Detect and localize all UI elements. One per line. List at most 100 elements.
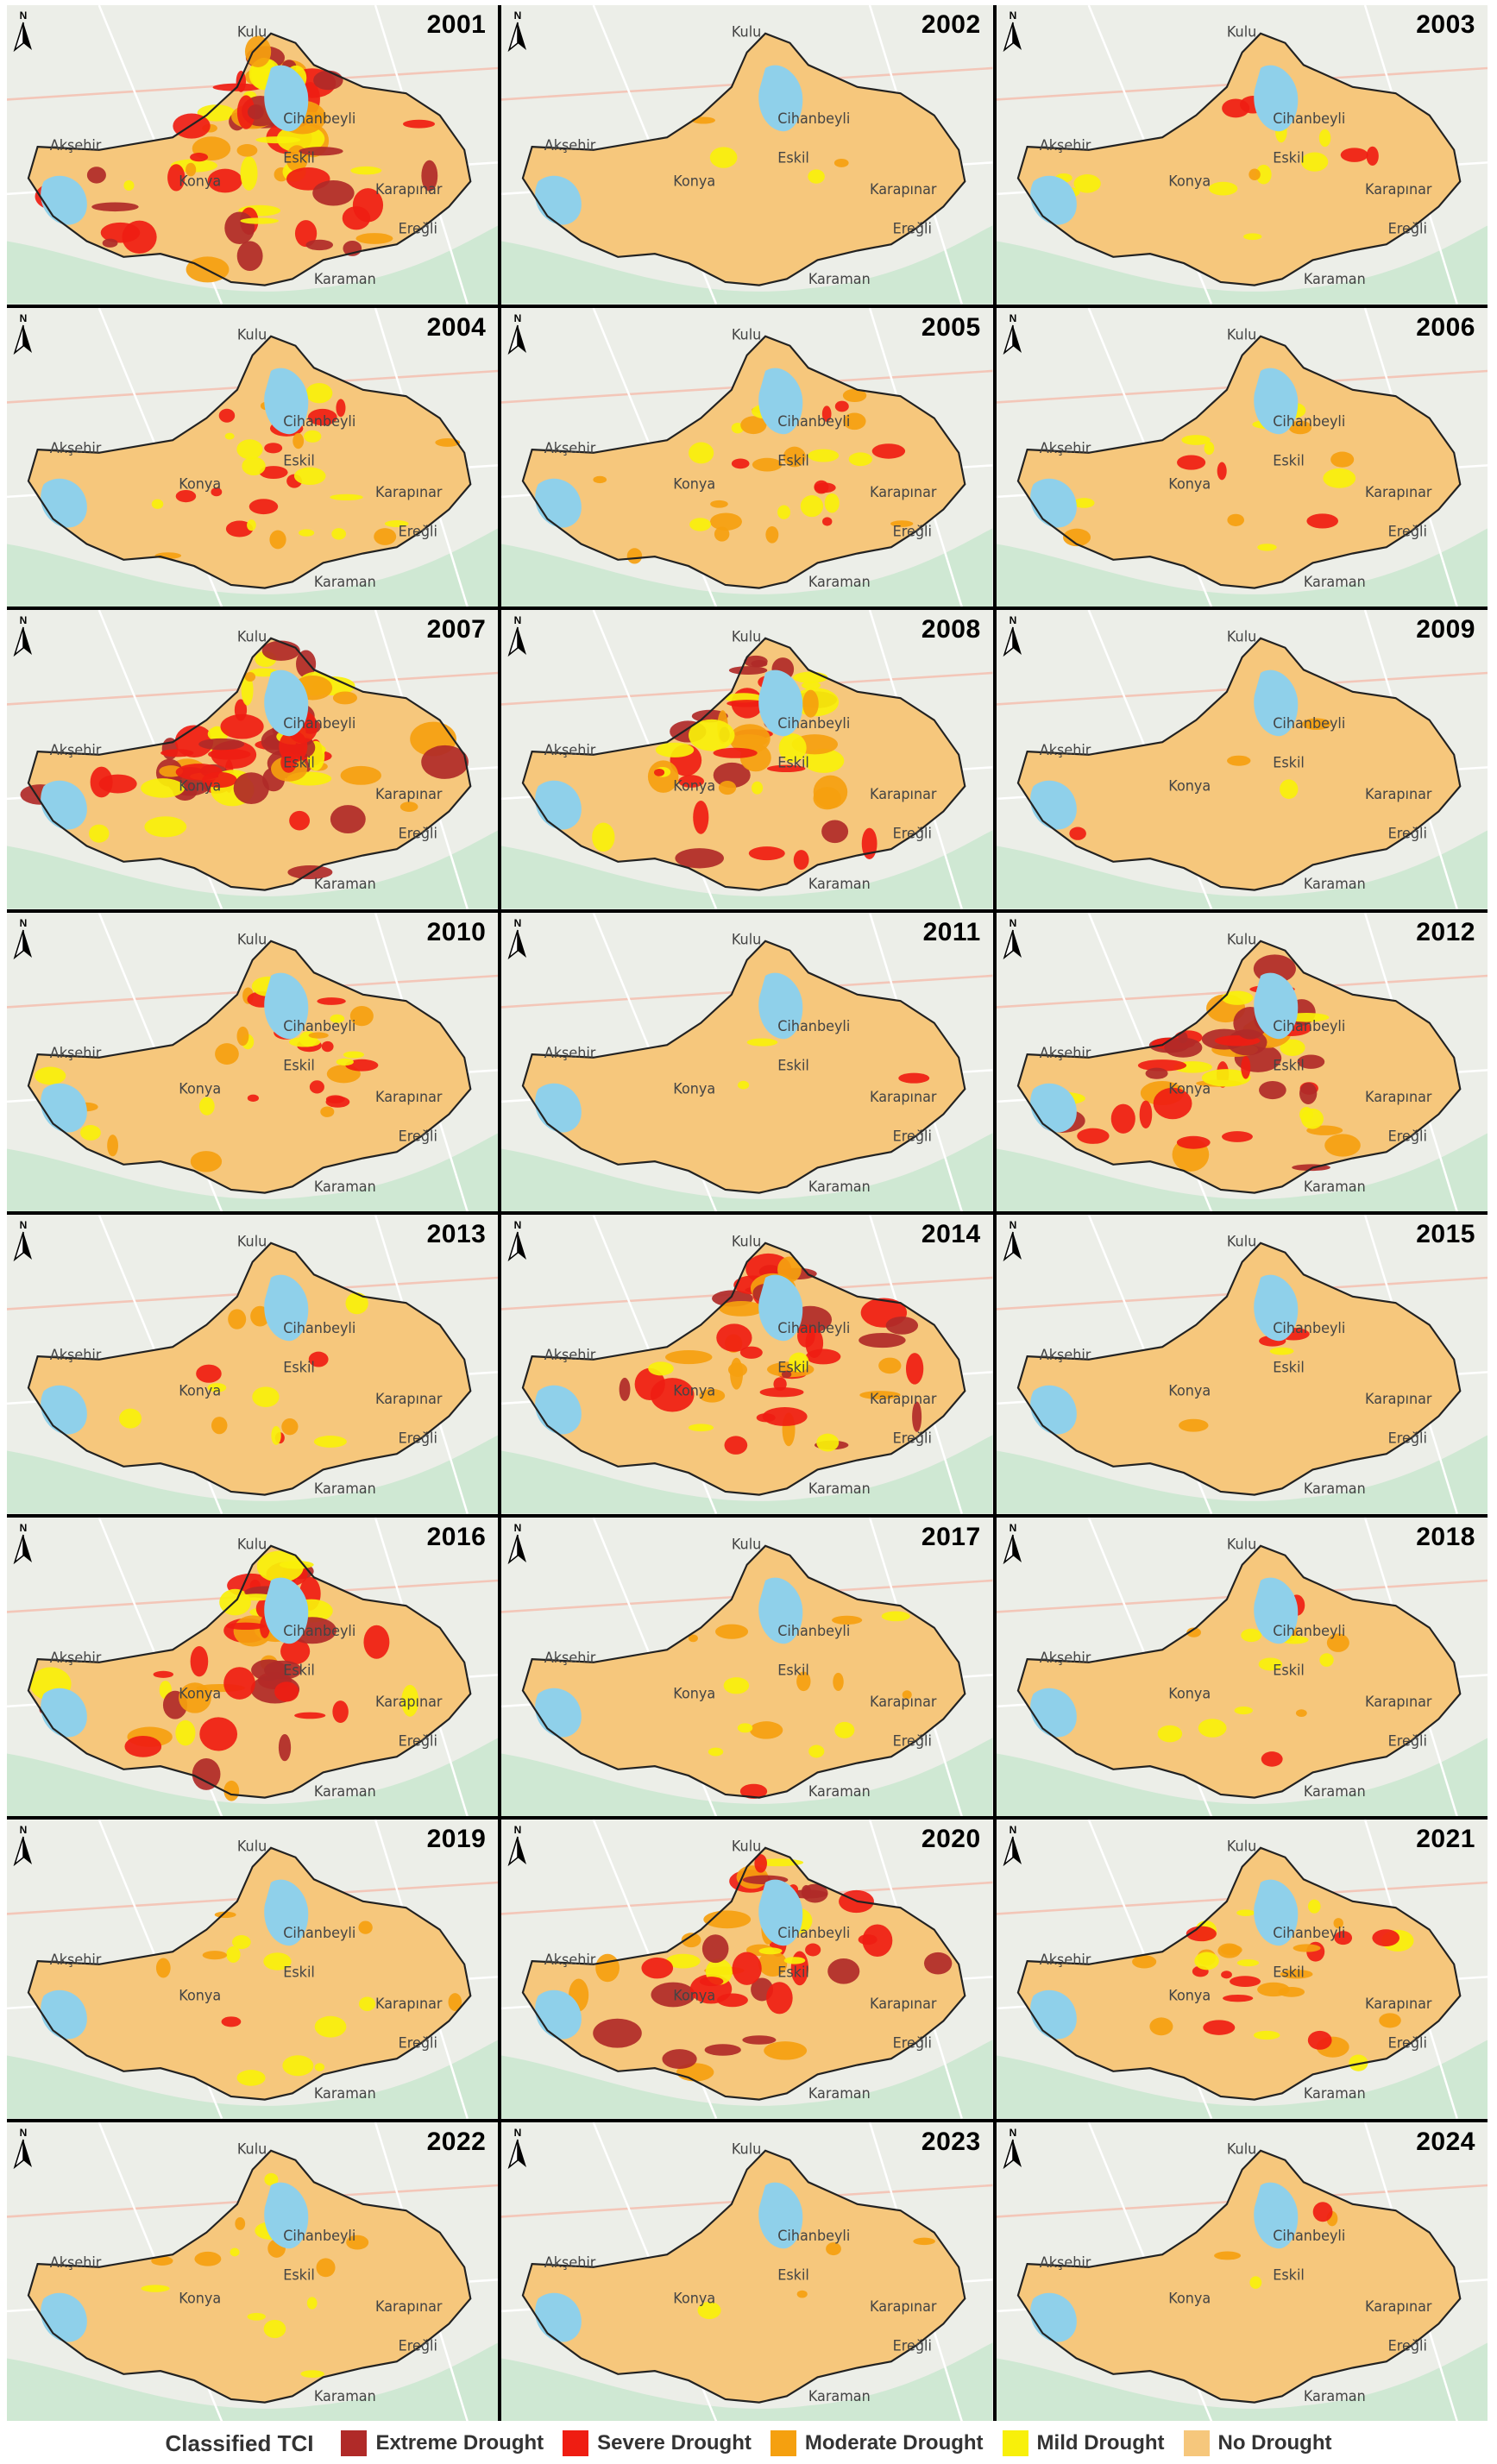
basemap-forest [7,1435,499,1514]
north-arrow-left [1003,2139,1014,2169]
tci-map: Karaman Eskil Konya Ereğli Karapınar Kulu Ciha… [996,5,1488,305]
drought-patch [307,408,337,425]
region-outline [27,32,472,286]
north-arrow-left [13,1836,24,1867]
drought-patch [1163,1037,1203,1058]
drought-patch [859,1332,906,1348]
drought-patch [340,765,381,785]
lake [535,780,582,830]
map-panel: Karaman Eskil Konya Ereğli Karapınar Kulu Ciha… [996,1820,1488,2119]
map-panel: Karaman Eskil Konya Ereğli Karapınar Kulu Ciha… [996,2121,1488,2421]
place-label: Karapınar [375,1693,443,1709]
drought-patch [859,1391,901,1399]
tci-map: Karaman Eskil Konya Ereğli Karapınar Kulu Ciha… [501,5,993,305]
drought-patch [255,136,301,144]
drought-patch [777,505,791,519]
north-arrow-icon: N [507,614,527,657]
drought-patch [708,1747,724,1756]
drought-patch [729,734,769,748]
place-label: Cihanbeyli [778,1320,851,1336]
drought-patch [1299,1082,1317,1104]
place-label: Eskil [1273,754,1305,770]
north-label: N [1009,2127,1016,2139]
drought-patch [1226,755,1251,766]
year-label: 2015 [1416,1220,1475,1248]
drought-patch [89,824,110,843]
place-label: Karapınar [1365,1088,1432,1104]
drought-patch [1217,462,1227,480]
study-region [1017,336,1460,588]
place-label: Akşehir [1039,1044,1091,1060]
drought-patch [190,153,209,162]
drought-patch [848,451,873,466]
drought-patch [202,771,237,789]
place-label: Kulu [1227,2140,1256,2157]
north-arrow-left [13,929,24,959]
drought-patch [1139,1100,1152,1128]
tci-map: Karaman Eskil Konya Ereğli Karapınar Kulu Ciha… [7,912,499,1211]
place-label: Eskil [778,1662,810,1678]
drought-patch [100,222,141,243]
region-outline [27,940,472,1194]
year-label: 2010 [426,917,487,946]
drought-patch [320,1105,335,1117]
drought-patch [215,1042,239,1065]
place-label: Karapınar [870,483,937,500]
north-label: N [514,1824,522,1836]
year-label: 2007 [426,615,487,644]
place-label: Karaman [1303,271,1365,287]
drought-patch [261,640,300,661]
drought-patch [715,1624,749,1639]
map-panel: Karaman Eskil Konya Ereğli Karapınar Kulu Ciha… [7,1215,499,1514]
lake [41,1688,87,1738]
drought-patch [778,733,808,763]
drought-patch [906,1353,924,1385]
drought-patch [758,1947,783,1955]
map-panel: Karaman Eskil Konya Ereğli Karapınar Kulu Ciha… [501,307,993,607]
drought-patch [141,778,186,798]
lake [41,780,87,830]
drought-patch [1372,1929,1400,1946]
basemap-forest [996,2040,1488,2119]
north-arrow-left [1003,22,1014,53]
drought-patch [207,1383,227,1392]
north-label: N [514,1522,522,1534]
place-label: Kulu [1227,1233,1256,1249]
drought-patch [1306,512,1338,528]
basemap-forest [7,2341,499,2421]
place-label: Akşehir [1039,439,1091,456]
north-arrow-icon: N [507,917,527,959]
drought-patch [259,465,288,479]
drought-patch [345,1292,368,1315]
basemap-forest [501,527,993,607]
place-label: Eskil [283,1057,315,1073]
place-label: Cihanbeyli [778,2227,851,2243]
drought-patch [1068,827,1086,840]
year-label: 2005 [921,312,981,342]
place-label: Cihanbeyli [283,715,355,732]
drought-patch [238,1593,275,1600]
place-label: Akşehir [544,1649,596,1665]
drought-patch [153,1670,174,1678]
place-label: Karaman [808,2085,871,2102]
drought-patch [802,681,821,689]
north-arrow-left [1003,1534,1014,1564]
drought-patch [332,1700,349,1723]
drought-patch [651,1378,695,1412]
north-arrow-icon: N [1003,917,1022,959]
region-outline [1016,1241,1462,1496]
drought-patch [890,519,914,527]
drought-patch [816,1433,840,1452]
place-label: Ereğli [893,1732,932,1749]
drought-patch [1145,1067,1168,1079]
place-label: Cihanbeyli [778,715,851,732]
drought-patch [1229,1976,1261,1988]
drought-patch [773,1377,788,1392]
place-label: Konya [674,1383,716,1399]
drought-patch [666,1953,701,1969]
place-label: Akşehir [50,1347,102,1363]
north-arrow-icon: N [1003,1522,1022,1564]
drought-patch [330,493,363,500]
north-arrow-right [1012,2139,1022,2167]
north-arrow-icon: N [13,1824,32,1867]
